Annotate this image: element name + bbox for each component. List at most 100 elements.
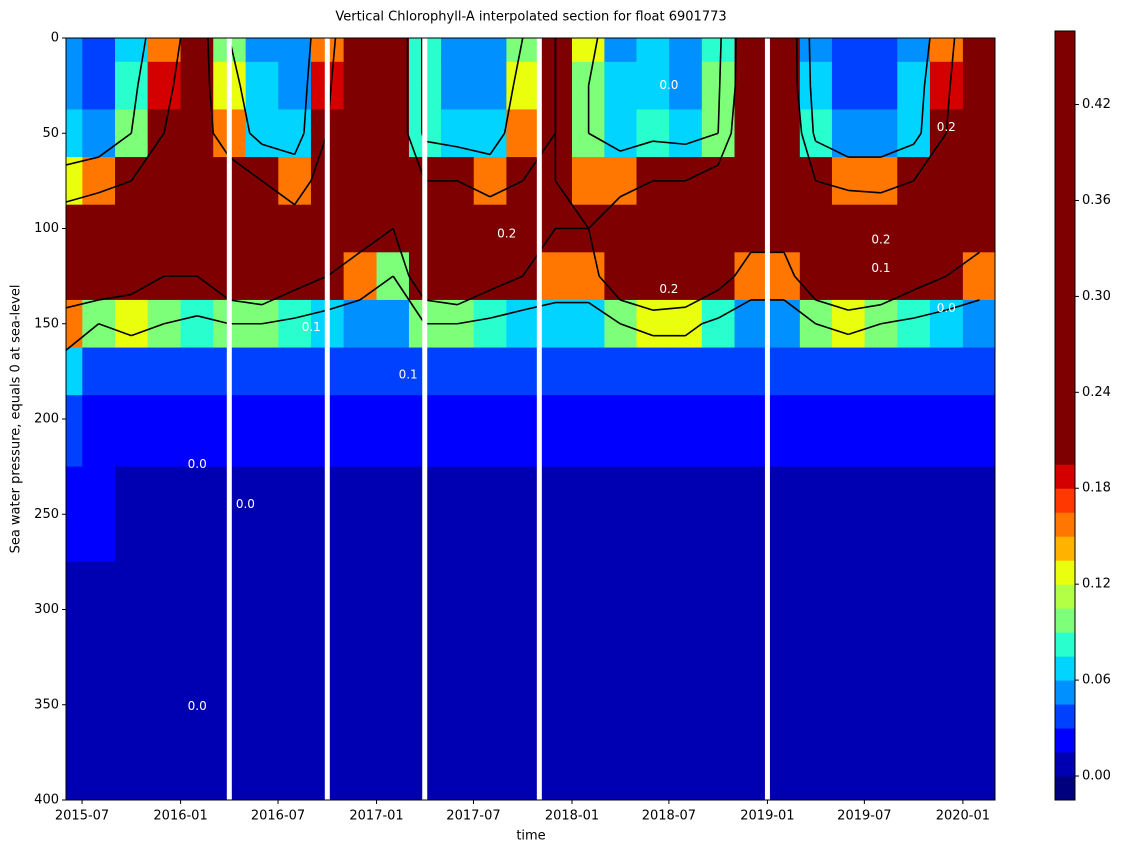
contour-line (293, 132, 305, 155)
contour-cell (799, 347, 833, 396)
colorbar-segment (1055, 632, 1075, 657)
contour-line (912, 132, 947, 182)
contour-cell (962, 347, 995, 396)
contour-cell (441, 252, 475, 301)
contour-cell (864, 466, 898, 563)
contour-line (717, 299, 752, 319)
x-tick-label: 2019-01 (740, 809, 794, 824)
contour-line (923, 38, 931, 86)
contour-cell (734, 299, 769, 349)
contour-label: 0.2 (497, 227, 516, 241)
contour-cell (82, 252, 116, 301)
contour-cell (734, 61, 769, 111)
contour-line (392, 275, 426, 325)
contour-cell (114, 466, 149, 563)
contour-cell (897, 252, 931, 301)
contour-cell (734, 466, 769, 563)
contour-label: 0.1 (302, 320, 321, 334)
contour-line (359, 275, 394, 301)
contour-cell (539, 561, 573, 706)
contour-cell (864, 252, 898, 301)
contour-line (98, 180, 132, 194)
contour-cell (343, 38, 378, 63)
contour-line (619, 180, 654, 198)
contour-cell (636, 252, 670, 301)
x-tick-label: 2016-07 (251, 809, 305, 824)
contour-cell (604, 347, 638, 396)
contour-line (207, 38, 211, 86)
contour-cell (929, 61, 964, 111)
contour-label: 0.0 (188, 457, 207, 471)
contour-line (734, 38, 737, 86)
contour-cell (114, 109, 149, 158)
contour-line (196, 275, 230, 301)
contour-cell (929, 204, 964, 253)
contour-line (489, 132, 506, 155)
contour-cell (604, 157, 638, 206)
contour-cell (473, 204, 508, 253)
contour-label: 0.0 (236, 497, 255, 511)
contour-cell (604, 252, 638, 301)
contour-cell (278, 395, 312, 468)
contour-label: 0.2 (937, 120, 956, 134)
contour-cell (636, 61, 670, 111)
contour-cell (701, 704, 736, 800)
contour-cell (864, 347, 898, 396)
contour-cell (767, 38, 801, 63)
contour-line (796, 85, 803, 134)
contour-line (587, 228, 600, 277)
contour-cell (147, 704, 182, 800)
contour-cell (441, 561, 475, 706)
contour-line (294, 275, 328, 291)
contour-cell (147, 466, 182, 563)
contour-cell (376, 395, 410, 468)
contour-cell (506, 466, 540, 563)
contour-cell (245, 252, 279, 301)
contour-cell (180, 395, 214, 468)
contour-cell (180, 204, 214, 253)
contour-cell (831, 204, 866, 253)
contour-line (330, 38, 337, 86)
contour-cell (343, 347, 378, 396)
contour-cell (66, 704, 83, 800)
contour-cell (506, 38, 540, 63)
contour-cell (82, 347, 116, 396)
contour-line (685, 289, 719, 308)
contour-cell (962, 299, 995, 349)
contour-cell (864, 109, 898, 158)
contour-line (652, 306, 686, 311)
contour-line (619, 322, 654, 337)
x-tick-label: 2015-07 (55, 809, 109, 824)
contour-cell (343, 561, 378, 706)
contour-cell (441, 61, 475, 111)
contour-line (457, 289, 491, 306)
contour-cell (897, 561, 931, 706)
contour-label: 0.2 (659, 282, 678, 296)
x-axis-label: time (516, 829, 545, 844)
contour-cell (571, 704, 605, 800)
contour-line (294, 309, 328, 319)
contour-line (795, 38, 798, 86)
contour-cell (799, 252, 833, 301)
contour-cell (571, 395, 605, 468)
contour-cell (669, 109, 703, 158)
y-tick-label: 300 (34, 602, 59, 617)
contour-cell (506, 704, 540, 800)
contour-cell (506, 109, 540, 158)
contour-cell (278, 561, 312, 706)
contour-line (783, 299, 817, 325)
contour-cell (147, 561, 182, 706)
contour-cell (376, 157, 410, 206)
contour-line (733, 251, 752, 277)
contour-cell (767, 204, 801, 253)
contour-cell (82, 61, 116, 111)
contour-cell (636, 347, 670, 396)
contour-line (946, 299, 980, 311)
contour-cell (929, 38, 964, 63)
colorbar-segment (1055, 680, 1075, 705)
contour-line (212, 132, 230, 158)
contour-line (808, 38, 812, 86)
contour-line (588, 196, 621, 230)
contour-line (261, 180, 296, 206)
contour-cell (734, 704, 769, 800)
